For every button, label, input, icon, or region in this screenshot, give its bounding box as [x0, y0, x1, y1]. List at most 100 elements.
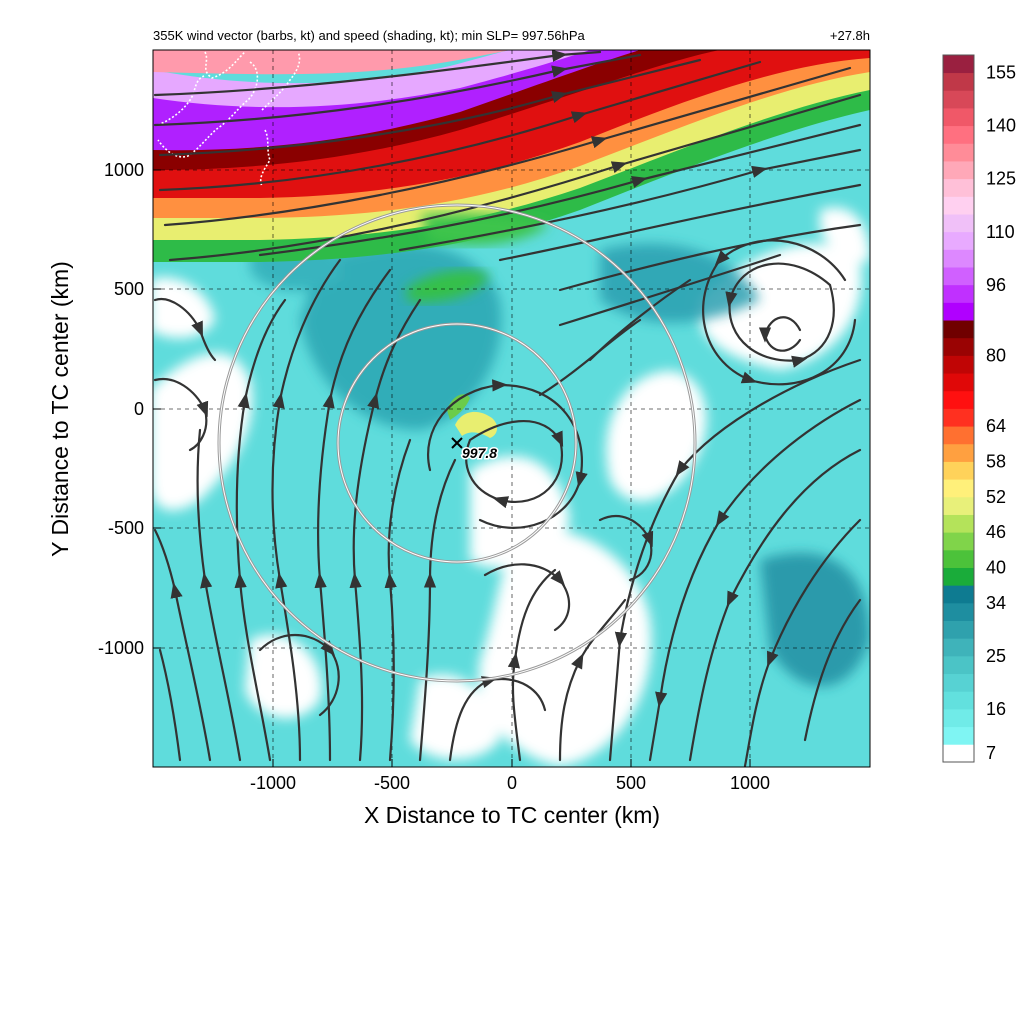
streamline: [598, 515, 654, 582]
colorbar-swatch: [943, 744, 974, 763]
streamline: [498, 183, 862, 262]
streamline: [803, 598, 862, 742]
colorbar-label: 52: [986, 487, 1006, 507]
colorbar-swatch: [943, 125, 974, 144]
streamline: [158, 648, 182, 762]
colorbar-swatch: [943, 337, 974, 356]
colorbar-swatch: [943, 443, 974, 462]
plot-area: 997.8: [153, 50, 870, 767]
y-tick-label: 500: [114, 279, 144, 299]
colorbar-swatch: [943, 620, 974, 639]
streamline: [163, 66, 852, 227]
colorbar-label: 40: [986, 558, 1006, 578]
colorbar-swatch: [943, 161, 974, 180]
colorbar-swatch: [943, 72, 974, 91]
colorbar-swatch: [943, 143, 974, 162]
colorbar-swatch: [943, 108, 974, 127]
colorbar-swatch: [943, 426, 974, 445]
colorbar-swatch: [943, 249, 974, 268]
colorbar-swatch: [943, 479, 974, 498]
streamline: [608, 358, 862, 762]
colorbar-swatch: [943, 691, 974, 710]
streamline: [349, 298, 422, 762]
colorbar-swatch: [943, 549, 974, 568]
x-tick-label: 0: [507, 773, 517, 793]
colorbar-swatch: [943, 320, 974, 339]
colorbar-swatch: [943, 231, 974, 250]
jet-band-lavender: [153, 50, 590, 108]
streamline: [271, 258, 342, 762]
streamline: [158, 60, 762, 192]
streamline: [258, 123, 862, 257]
colorbar-label: 155: [986, 63, 1016, 83]
colorbar-label: 64: [986, 416, 1006, 436]
colorbar-swatches: [943, 55, 974, 763]
colorbar-swatch: [943, 55, 974, 74]
jet-band-darkred: [153, 50, 720, 170]
x-tick-label: 1000: [730, 773, 770, 793]
streamline: [398, 148, 862, 252]
y-tick-label: 0: [134, 399, 144, 419]
streamlines: [153, 50, 862, 767]
colorbar-label: 125: [986, 169, 1016, 189]
streamline: [314, 268, 392, 762]
colorbar-swatch: [943, 638, 974, 657]
jet-band-pink: [153, 50, 510, 75]
calm-region: [820, 207, 870, 263]
colorbar-swatch: [943, 90, 974, 109]
calm-region: [153, 353, 252, 511]
x-tick-label: 500: [616, 773, 646, 793]
colorbar-swatch: [943, 461, 974, 480]
streamline: [743, 518, 862, 767]
streamline: [153, 50, 602, 97]
colorbar-swatch: [943, 355, 974, 374]
colorbar-label: 80: [986, 346, 1006, 366]
y-axis-label: Y Distance to TC center (km): [47, 261, 73, 557]
colorbar-label: 16: [986, 699, 1006, 719]
range-circles-inner: [218, 204, 696, 682]
colorbar-swatch: [943, 655, 974, 675]
x-tick-label: -1000: [250, 773, 296, 793]
streamline: [168, 93, 862, 262]
tc-center-x-icon: [451, 437, 463, 449]
colorbar-label: 58: [986, 452, 1006, 472]
colorbar-label: 140: [986, 116, 1016, 136]
streamline: [758, 316, 802, 352]
jet-band-red: [153, 50, 870, 198]
tc-core-band: [447, 394, 470, 420]
streamline: [483, 563, 571, 632]
colorbar-swatch: [943, 496, 974, 515]
colorbar-label: 7: [986, 743, 996, 763]
colorbar-swatch: [943, 196, 974, 215]
colorbar-swatch: [943, 390, 974, 409]
streamline: [153, 528, 212, 762]
colorbar-swatch: [943, 602, 974, 621]
moderate-region: [760, 552, 870, 687]
colorbar-swatch: [943, 302, 974, 321]
streamline: [196, 428, 242, 762]
x-axis-ticks: [272, 759, 751, 767]
colorbar-frame: [942, 54, 975, 763]
y-axis-ticks: [153, 169, 161, 649]
streamline: [558, 223, 862, 292]
colorbar-swatch: [943, 214, 974, 233]
coastline: [157, 51, 301, 187]
colorbar: 7 16 25 34 40 46 52 58 64 80 96 110 125 140 155: [942, 54, 1016, 764]
streamline: [418, 458, 457, 762]
colorbar-labels: 7 16 25 34 40 46 52 58 64 80 96 110 125 140 155: [986, 63, 1016, 764]
colorbar-label: 96: [986, 275, 1006, 295]
forecast-hour-label: +27.8h: [830, 28, 870, 43]
streamline: [507, 568, 557, 762]
x-tick-labels: -1000 -500 0 500 1000: [250, 773, 770, 793]
colorbar-swatch: [943, 284, 974, 303]
colorbar-label: 34: [986, 593, 1006, 613]
colorbar-swatch: [943, 267, 974, 286]
colorbar-swatch: [943, 726, 974, 745]
colorbar-label: 46: [986, 522, 1006, 542]
streamline: [153, 297, 217, 362]
jet-band-purple: [153, 50, 640, 151]
streamline: [384, 438, 412, 762]
colorbar-swatch: [943, 373, 974, 392]
calm-region: [245, 634, 322, 719]
